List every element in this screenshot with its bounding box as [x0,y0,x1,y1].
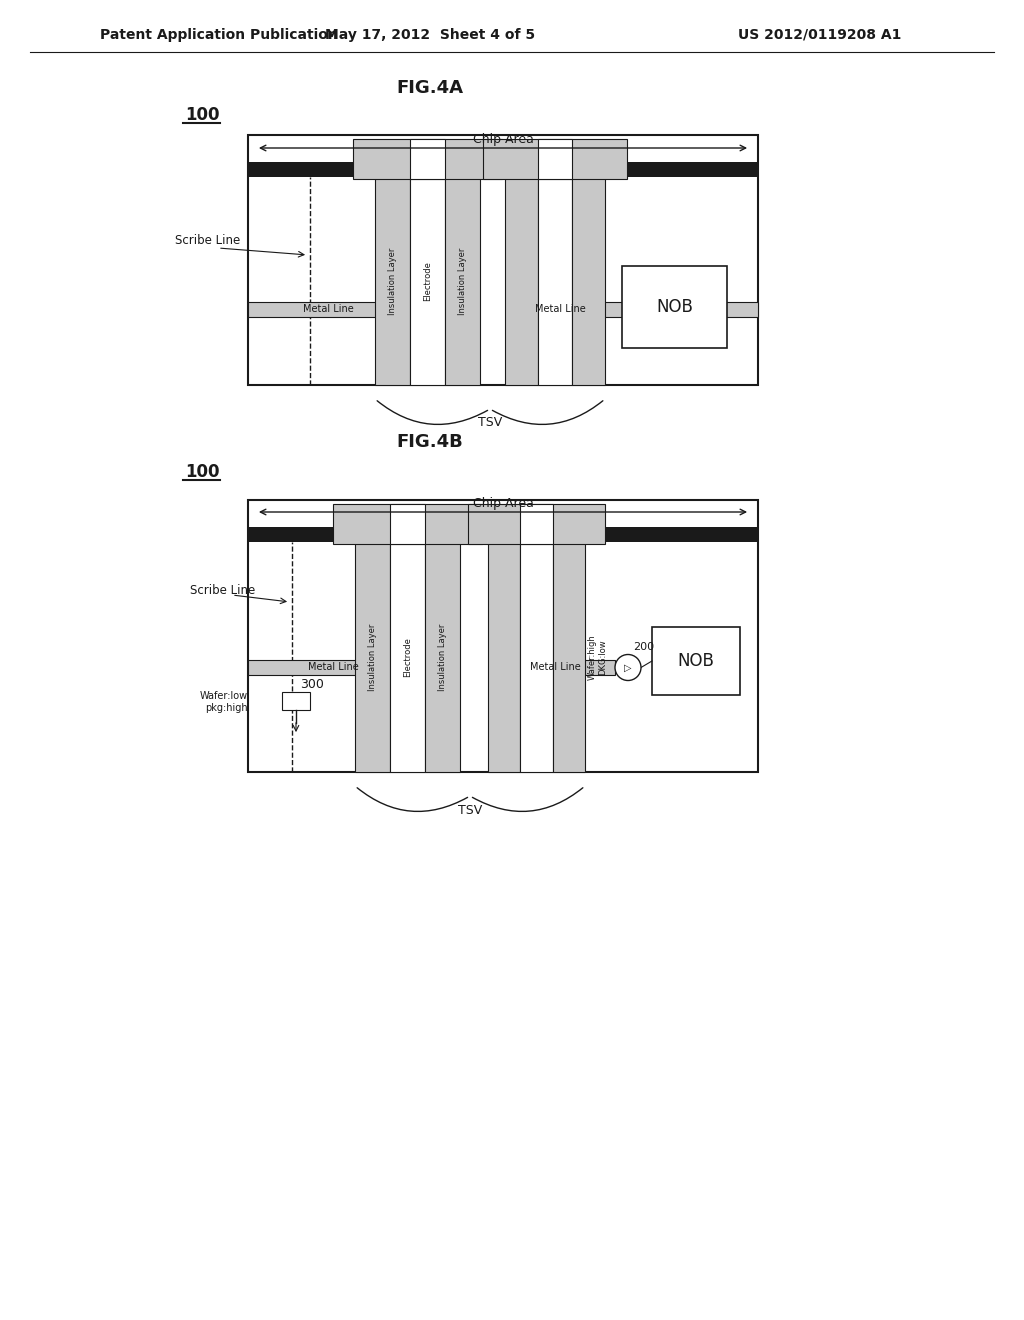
Text: Electrode: Electrode [423,261,432,301]
Bar [248,302,413,317]
Text: Wafer:low
pkg:high: Wafer:low pkg:high [200,692,248,713]
Text: 100: 100 [185,463,219,480]
Bar [248,527,758,543]
Text: 100: 100 [185,106,219,124]
Bar [445,177,480,385]
Text: 300: 300 [300,678,324,692]
Bar [282,692,310,710]
Text: FIG.4A: FIG.4A [396,79,464,96]
Text: Metal Line: Metal Line [529,663,581,672]
Bar [538,177,572,385]
Circle shape [615,655,641,681]
Bar [538,139,572,180]
Bar [652,627,740,696]
Text: FIG.4B: FIG.4B [396,433,464,451]
Text: NOB: NOB [656,298,693,315]
Bar [248,162,758,177]
Text: Insulation Layer: Insulation Layer [368,623,377,690]
Text: Insulation Layer: Insulation Layer [388,247,397,314]
Text: Electrode: Electrode [403,638,412,677]
Text: TSV: TSV [478,417,502,429]
Bar [572,177,605,385]
Bar [410,139,445,180]
Bar [520,543,553,772]
Text: Insulation Layer: Insulation Layer [438,623,447,690]
Text: Metal Line: Metal Line [307,663,358,672]
Bar [520,504,553,544]
Text: Scribe Line: Scribe Line [175,234,241,247]
Bar [248,660,423,675]
Bar [355,543,390,772]
Text: Wafer:high
DKG:low: Wafer:high DKG:low [588,634,606,680]
Text: NOB: NOB [678,652,715,671]
Bar [410,177,445,385]
Bar [500,660,615,675]
Bar [483,139,627,180]
Bar [248,500,758,772]
Bar [505,177,538,385]
Bar [248,135,758,385]
Text: 200: 200 [633,643,654,652]
Text: ▷: ▷ [625,663,632,672]
Text: Insulation Layer: Insulation Layer [458,247,467,314]
Bar [390,504,425,544]
Bar [553,543,585,772]
Text: Patent Application Publication: Patent Application Publication [100,28,338,42]
Text: TSV: TSV [458,804,482,817]
Text: Chip Area: Chip Area [472,498,534,511]
Bar [425,543,460,772]
Text: Metal Line: Metal Line [535,305,586,314]
Bar [353,139,502,180]
Bar [333,504,482,544]
Bar [488,543,520,772]
Text: Metal Line: Metal Line [303,305,353,314]
Bar [622,267,727,348]
Bar [375,177,410,385]
Bar [390,543,425,772]
Text: Scribe Line: Scribe Line [190,583,255,597]
Text: US 2012/0119208 A1: US 2012/0119208 A1 [738,28,902,42]
Bar [510,302,758,317]
Bar [468,504,605,544]
Text: Chip Area: Chip Area [472,133,534,147]
Text: May 17, 2012  Sheet 4 of 5: May 17, 2012 Sheet 4 of 5 [325,28,536,42]
